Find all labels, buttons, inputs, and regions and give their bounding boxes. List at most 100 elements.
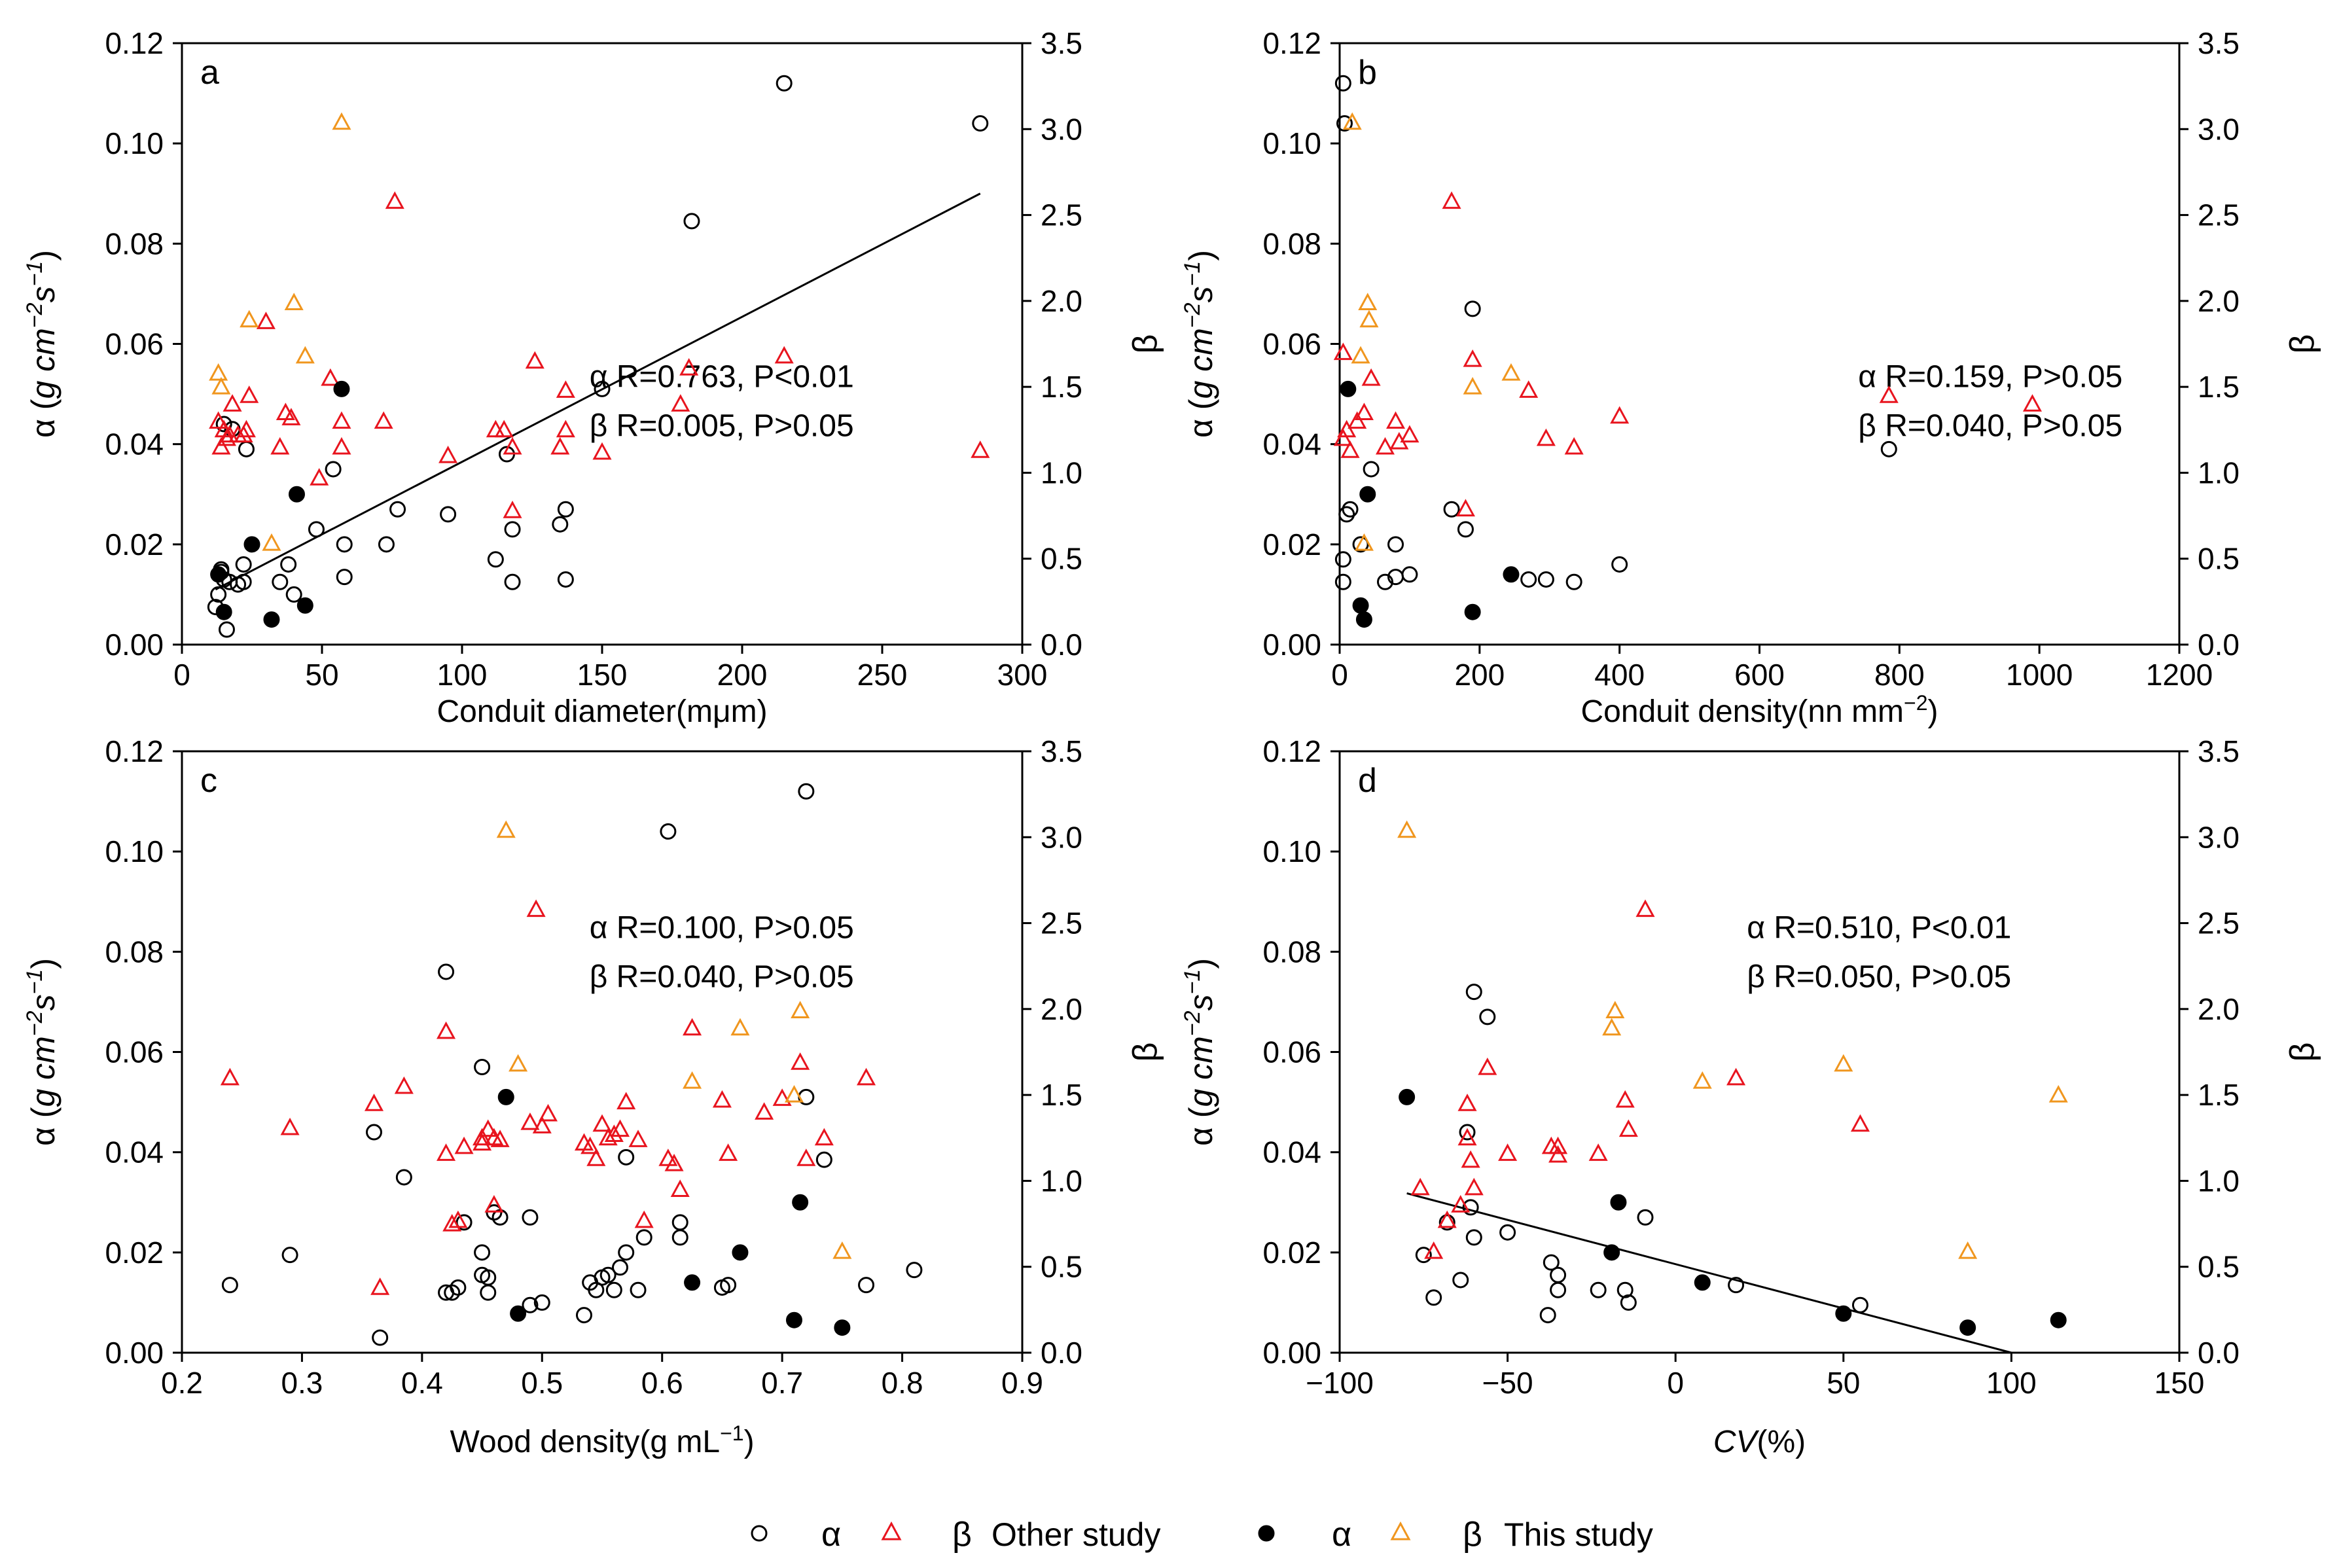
y-tick-label: 0.02 [105, 527, 164, 561]
x-tick-label: −50 [1482, 1366, 1533, 1400]
beta-other-point [442, 1213, 462, 1232]
legend-beta-this-marker [1390, 1521, 1411, 1541]
alpha-other-point [557, 571, 574, 588]
alpha-other-point [395, 1169, 412, 1186]
y-tick-label: 0.08 [105, 226, 164, 260]
y-tick-label: 0.06 [105, 1035, 164, 1069]
y-tick-label: 0.04 [1262, 427, 1321, 461]
y2-axis-label: β [2283, 1042, 2321, 1062]
alpha-other-point [1387, 536, 1404, 553]
x-tick-label: 0 [1667, 1366, 1684, 1400]
y2-axis-label: β [1126, 1042, 1164, 1062]
alpha-other-point [325, 461, 342, 478]
series-β-other-study [1333, 191, 2043, 517]
y2-tick-label: 0.5 [2198, 542, 2240, 576]
alpha-other-point [504, 521, 521, 538]
y-tick-label: 0.00 [105, 628, 164, 662]
fit-line [215, 192, 981, 591]
panel-a: 0 50 100 150 200 250 300 0.00 0.02 0.04 0.06 0.08 0.… [22, 26, 1164, 729]
x-tick-label: 1000 [2006, 658, 2073, 692]
alpha-this-point [1603, 1244, 1620, 1261]
series-α-other-study [207, 75, 989, 638]
beta-other-point [580, 1136, 600, 1154]
alpha-other-point [221, 1277, 238, 1294]
beta-other-point [671, 394, 690, 412]
alpha-other-point [438, 963, 455, 980]
alpha-other-point [218, 621, 235, 638]
alpha-other-point [1539, 1307, 1556, 1324]
alpha-other-point [1338, 506, 1355, 523]
alpha-other-point [1452, 1272, 1469, 1289]
alpha-other-point [440, 506, 457, 523]
y2-tick-label: 0.5 [1041, 542, 1082, 576]
y2-tick-label: 0.5 [2198, 1250, 2240, 1284]
beta-other-point [1564, 437, 1584, 455]
annotation-line: α R=0.763, P<0.01 [590, 360, 854, 395]
y-tick-label: 0.04 [1262, 1135, 1321, 1169]
panel-letter: b [1358, 54, 1377, 92]
annotation-line: β R=0.005, P>0.05 [590, 409, 854, 444]
legend-beta-other-symbol: β [952, 1516, 972, 1554]
alpha-other-point [1438, 1214, 1455, 1231]
beta-other-point [679, 358, 699, 376]
beta-other-point [1726, 1067, 1746, 1086]
annotation-line: β R=0.040, P>0.05 [590, 960, 854, 995]
beta-this-point [2048, 1085, 2068, 1103]
beta-this-point [784, 1085, 804, 1103]
y2-tick-label: 0.0 [2198, 628, 2240, 662]
series-α-this-study [497, 1088, 851, 1336]
beta-this-point [1602, 1018, 1622, 1036]
beta-other-point [586, 1149, 606, 1166]
beta-other-point [796, 1149, 816, 1166]
y-tick-label: 0.12 [105, 26, 164, 60]
y-tick-label: 0.02 [105, 1236, 164, 1270]
y-axis-label: α (g cm−2s−1) [22, 250, 62, 438]
alpha-other-point [594, 380, 611, 397]
beta-other-point [719, 1143, 738, 1161]
alpha-other-point [720, 1277, 737, 1294]
beta-this-point [730, 1018, 750, 1036]
alpha-other-point [1342, 501, 1359, 518]
x-axis-label: Wood density(g mL−1) [450, 1421, 754, 1459]
y-axis-label: α (g cm−2s−1) [22, 958, 62, 1146]
alpha-other-point [336, 536, 353, 553]
alpha-other-point [683, 213, 700, 230]
alpha-this-point [1352, 597, 1369, 614]
y2-tick-label: 2.5 [1041, 906, 1082, 940]
series-α-other-study [221, 783, 923, 1346]
alpha-this-point [2050, 1311, 2067, 1328]
alpha-other-point [1363, 461, 1380, 478]
x-axis-label: Conduit diameter(mμm) [437, 694, 767, 729]
y2-tick-label: 3.0 [1041, 112, 1082, 146]
beta-other-point [209, 411, 228, 429]
alpha-other-point [575, 1307, 592, 1324]
alpha-other-point [671, 1214, 688, 1231]
beta-this-point [240, 310, 259, 328]
beta-other-point [556, 419, 575, 438]
alpha-other-point [474, 1244, 491, 1261]
y2-tick-label: 3.0 [2198, 112, 2240, 146]
legend: α β Other study α β This study [751, 1516, 1653, 1554]
y-tick-label: 0.00 [105, 1336, 164, 1370]
y2-tick-label: 3.5 [2198, 26, 2240, 60]
alpha-this-point [1399, 1088, 1416, 1105]
x-tick-label: 0.6 [641, 1366, 683, 1400]
beta-other-point [520, 1113, 540, 1130]
y2-tick-label: 1.5 [1041, 370, 1082, 404]
y2-tick-label: 3.0 [2198, 820, 2240, 854]
annotation-line: β R=0.040, P>0.05 [1858, 409, 2122, 444]
beta-other-point [1635, 899, 1655, 918]
x-tick-label: 0.7 [761, 1366, 803, 1400]
legend-this-study-label: This study [1504, 1516, 1653, 1553]
beta-other-point [1610, 406, 1630, 424]
alpha-other-point [630, 1281, 647, 1298]
x-tick-label: 1200 [2146, 658, 2213, 692]
plot-frame [1338, 750, 2181, 1354]
beta-other-point [1588, 1143, 1608, 1161]
x-tick-label: 200 [717, 658, 768, 692]
y2-tick-label: 2.5 [1041, 198, 1082, 232]
alpha-this-point [510, 1305, 527, 1322]
y2-tick-label: 1.5 [1041, 1078, 1082, 1112]
alpha-other-point [1334, 551, 1351, 568]
alpha-other-point [1443, 501, 1460, 518]
